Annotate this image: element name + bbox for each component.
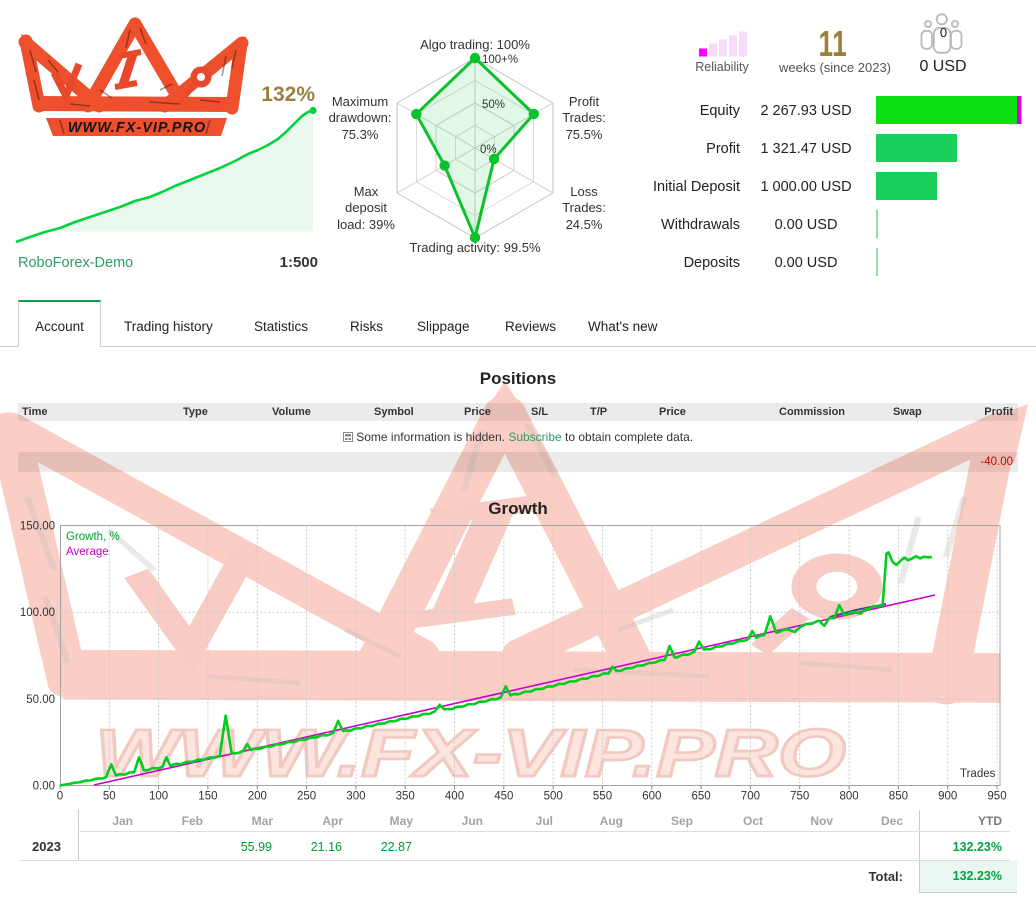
svg-text:200: 200 <box>248 791 267 803</box>
svg-text:WWW.FX-VIP.PRO: WWW.FX-VIP.PRO <box>68 120 206 136</box>
svg-text:150: 150 <box>198 791 217 803</box>
svg-text:900: 900 <box>938 791 957 803</box>
svg-text:100.00: 100.00 <box>20 607 55 619</box>
svg-text:450: 450 <box>494 791 513 803</box>
svg-text:0%: 0% <box>480 144 497 156</box>
svg-text:500: 500 <box>544 791 563 803</box>
svg-text:550: 550 <box>593 791 612 803</box>
svg-text:Trades: Trades <box>960 768 996 780</box>
svg-text:700: 700 <box>741 791 760 803</box>
svg-text:0: 0 <box>57 791 63 803</box>
svg-text:150.00: 150.00 <box>20 521 55 533</box>
svg-text:50.00: 50.00 <box>26 694 55 706</box>
svg-text:650: 650 <box>692 791 711 803</box>
svg-text:350: 350 <box>396 791 415 803</box>
svg-text:800: 800 <box>840 791 859 803</box>
svg-text:400: 400 <box>445 791 464 803</box>
svg-text:950: 950 <box>987 791 1006 803</box>
svg-text:100+%: 100+% <box>482 54 518 66</box>
svg-text:Growth, %: Growth, % <box>66 531 120 543</box>
svg-text:750: 750 <box>790 791 809 803</box>
svg-text:Average: Average <box>66 546 109 558</box>
svg-text:50: 50 <box>103 791 116 803</box>
svg-text:100: 100 <box>149 791 168 803</box>
svg-text:600: 600 <box>642 791 661 803</box>
svg-text:250: 250 <box>297 791 316 803</box>
svg-text:0.00: 0.00 <box>33 781 55 793</box>
svg-text:850: 850 <box>889 791 908 803</box>
svg-text:50%: 50% <box>482 99 505 111</box>
svg-text:300: 300 <box>346 791 365 803</box>
